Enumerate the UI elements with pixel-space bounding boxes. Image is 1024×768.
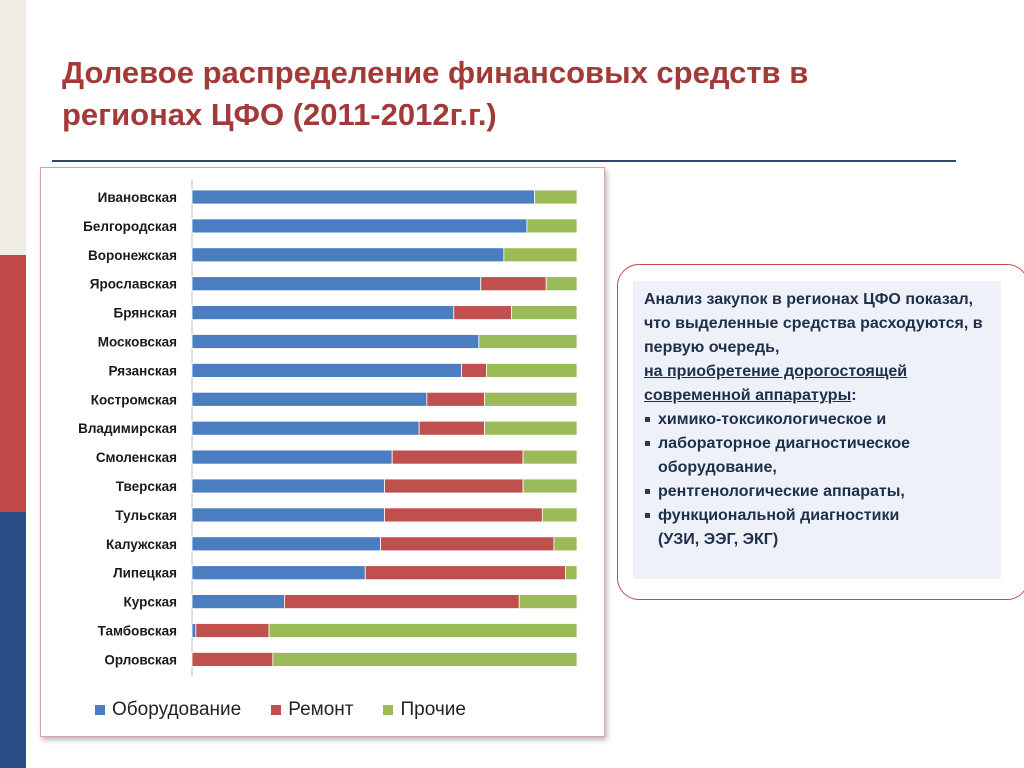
bar-repair (364, 565, 566, 581)
legend-label-repair: Ремонт (288, 699, 354, 720)
bar-other (268, 623, 578, 638)
info-bullet: химико-токсикологическое и (644, 408, 984, 432)
category-label: Ивановская (98, 190, 177, 205)
info-bullet-continuation: (УЗИ, ЭЭГ, ЭКГ) (658, 531, 779, 548)
legend-item-repair: Ремонт (271, 699, 353, 721)
info-emphasis: на приобретение дорогостоящей современно… (644, 360, 984, 408)
bar-other (272, 651, 578, 667)
legend-label-other: Прочие (400, 699, 466, 720)
bar-other (511, 305, 578, 321)
category-label: Тульская (115, 508, 177, 523)
bar-equipment (191, 594, 285, 610)
category-label: Липецкая (113, 566, 177, 581)
legend-swatch-equipment (95, 705, 105, 715)
decor-stripe-blue (0, 512, 26, 768)
bar-equipment (191, 334, 480, 349)
bar-equipment (191, 305, 455, 321)
bar-equipment (191, 189, 536, 205)
bar-equipment (191, 247, 505, 263)
bar-other (518, 594, 578, 610)
bar-repair (195, 623, 270, 638)
category-label: Белгородская (83, 219, 177, 234)
legend-item-equipment: Оборудование (95, 699, 241, 721)
category-label: Воронежская (88, 248, 177, 263)
bar-repair (418, 420, 485, 436)
category-label: Владимирская (78, 421, 177, 436)
bar-repair (380, 536, 555, 552)
bar-other (553, 536, 578, 552)
bar-repair (426, 391, 486, 407)
bar-other (478, 334, 578, 349)
category-label: Орловская (104, 652, 177, 667)
bar-equipment (191, 362, 462, 378)
bar-equipment (191, 276, 482, 292)
info-panel (633, 281, 1001, 579)
info-bullet: рентгенологические аппараты, (644, 480, 984, 504)
legend-label-equipment: Оборудование (112, 699, 242, 720)
info-bullet: лабораторное диагностическое (644, 432, 984, 456)
bar-equipment (191, 536, 382, 552)
info-bullet: функциональной диагностики (644, 504, 984, 528)
bar-equipment (191, 449, 393, 465)
category-label: Калужская (106, 537, 177, 552)
category-label: Ярославская (90, 277, 177, 292)
category-label: Тамбовская (98, 624, 177, 639)
bar-equipment (191, 420, 420, 436)
chart-legend: Оборудование Ремонт Прочие (95, 697, 466, 723)
bar-other (534, 189, 578, 205)
bar-repair (384, 507, 543, 523)
bar-repair (283, 594, 520, 610)
bar-equipment (191, 623, 197, 638)
decor-stripe-red (0, 255, 26, 512)
bar-other (522, 449, 578, 465)
bar-other (486, 362, 578, 378)
legend-item-other: Прочие (383, 699, 466, 721)
bar-repair (384, 478, 524, 494)
slide-title: Долевое распределение финансовых средств… (62, 55, 809, 132)
bar-repair (480, 276, 547, 292)
category-label: Курская (124, 595, 177, 610)
info-text: Анализ закупок в регионах ЦФО показал, ч… (644, 288, 984, 552)
legend-swatch-other (383, 705, 394, 715)
bar-other (545, 276, 578, 292)
bar-other (522, 478, 578, 494)
info-bullet-continuation: оборудование, (658, 459, 777, 476)
info-underlined: на приобретение дорогостоящей современно… (644, 363, 908, 404)
category-label: Рязанская (108, 363, 177, 378)
bar-other (484, 420, 578, 436)
category-label: Костромская (91, 392, 177, 407)
bar-other (503, 247, 578, 263)
title-divider (52, 160, 956, 162)
category-label: Московская (98, 335, 177, 350)
category-label: Смоленская (96, 450, 177, 465)
bar-equipment (191, 391, 428, 407)
bar-equipment (191, 478, 385, 494)
bar-repair (461, 362, 487, 378)
bar-repair (453, 305, 512, 321)
info-bullet-list: химико-токсикологическое и лабораторное … (644, 408, 984, 552)
category-label: Тверская (116, 479, 177, 494)
info-colon: : (851, 387, 857, 404)
chart-frame: Ивановская Белгородская Воронежская Ярослав… (40, 167, 605, 737)
bar-equipment (191, 565, 366, 581)
bar-equipment (191, 507, 385, 523)
bar-repair (391, 449, 524, 465)
bar-repair (191, 651, 274, 667)
decor-stripe-cream (0, 0, 26, 255)
bar-other (484, 391, 578, 407)
legend-swatch-repair (271, 705, 282, 715)
info-intro: Анализ закупок в регионах ЦФО показал, ч… (644, 291, 983, 356)
category-label: Брянская (114, 306, 177, 321)
bar-other (526, 218, 578, 234)
bar-other (541, 507, 578, 523)
bar-equipment (191, 218, 528, 234)
bar-other (565, 565, 578, 581)
stacked-bar-chart: Ивановская Белгородская Воронежская Ярослав… (78, 180, 578, 676)
